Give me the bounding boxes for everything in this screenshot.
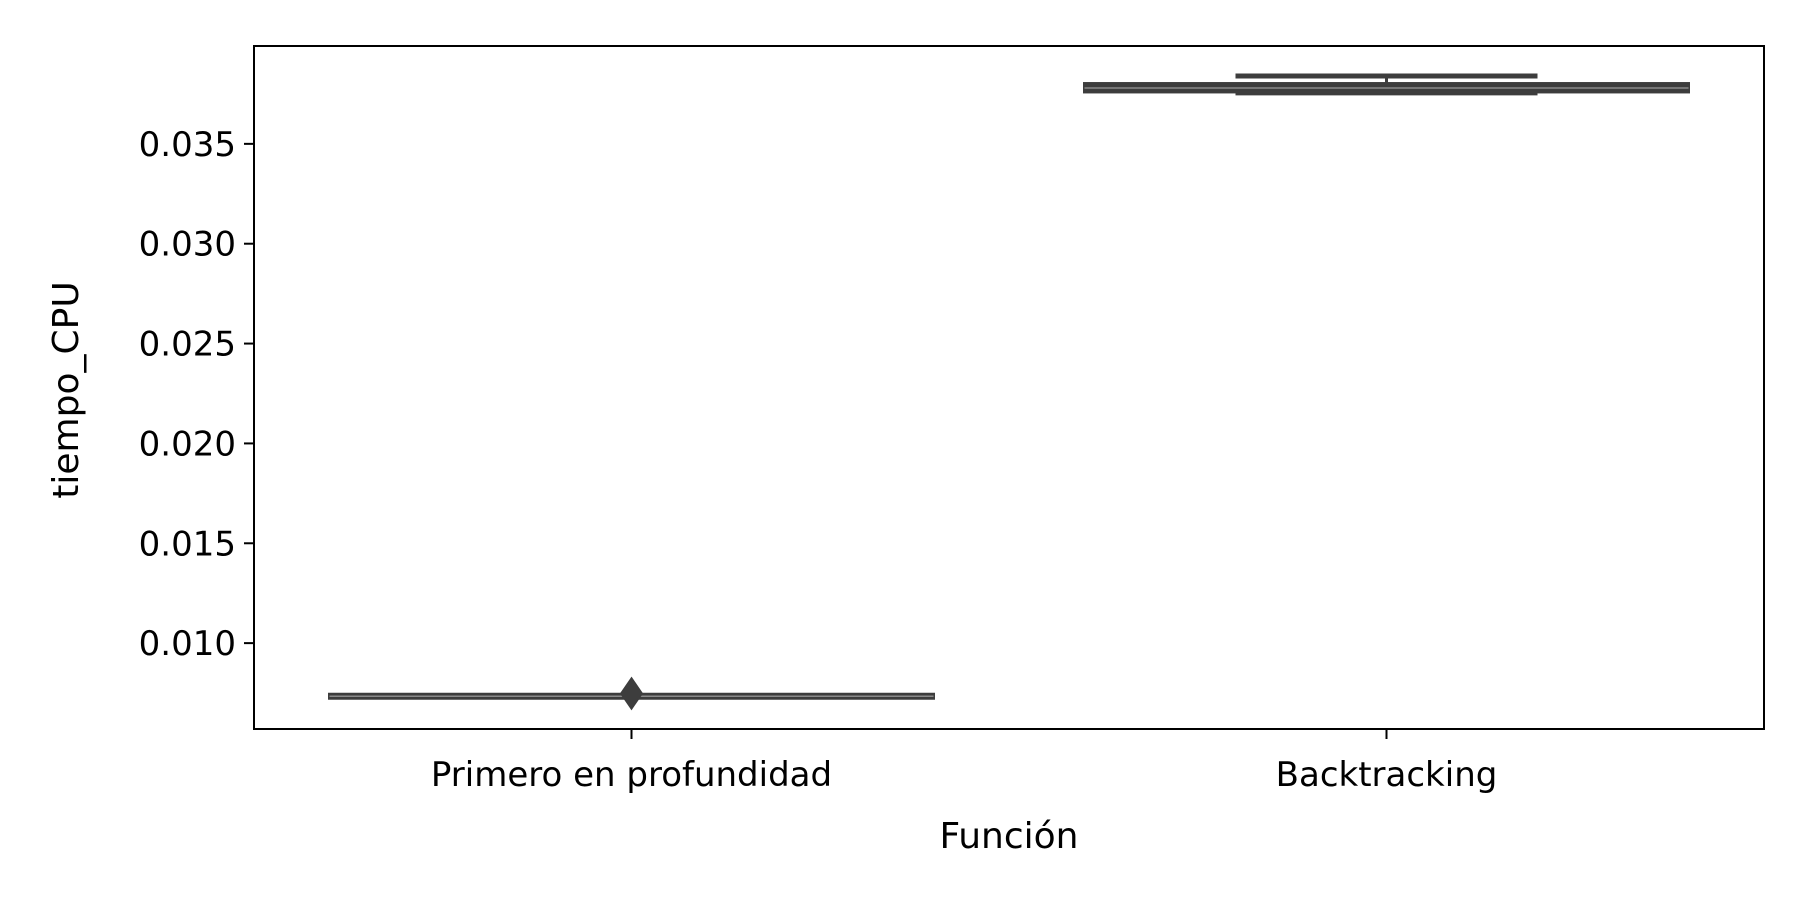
y-tick-label: 0.035 (139, 125, 236, 165)
y-tick-label: 0.025 (139, 325, 236, 365)
y-tick-label: 0.015 (139, 524, 236, 564)
x-tick-label: Primero en profundidad (431, 755, 832, 795)
box-1 (328, 676, 935, 711)
y-axis: 0.010 0.015 0.020 0.025 0.030 0.035 (139, 125, 254, 664)
y-tick-label: 0.020 (139, 424, 236, 464)
x-axis-label: Función (939, 816, 1078, 857)
x-tick-label: Backtracking (1276, 755, 1498, 795)
y-tick-label: 0.010 (139, 624, 236, 664)
y-tick-label: 0.030 (139, 225, 236, 265)
box-2 (1083, 73, 1690, 96)
plot-area (328, 73, 1690, 711)
x-axis: Primero en profundidad Backtracking (431, 729, 1497, 795)
outlier-marker (619, 676, 644, 711)
y-axis-label: tiempo_CPU (46, 281, 87, 498)
plot-frame (253, 45, 1765, 730)
